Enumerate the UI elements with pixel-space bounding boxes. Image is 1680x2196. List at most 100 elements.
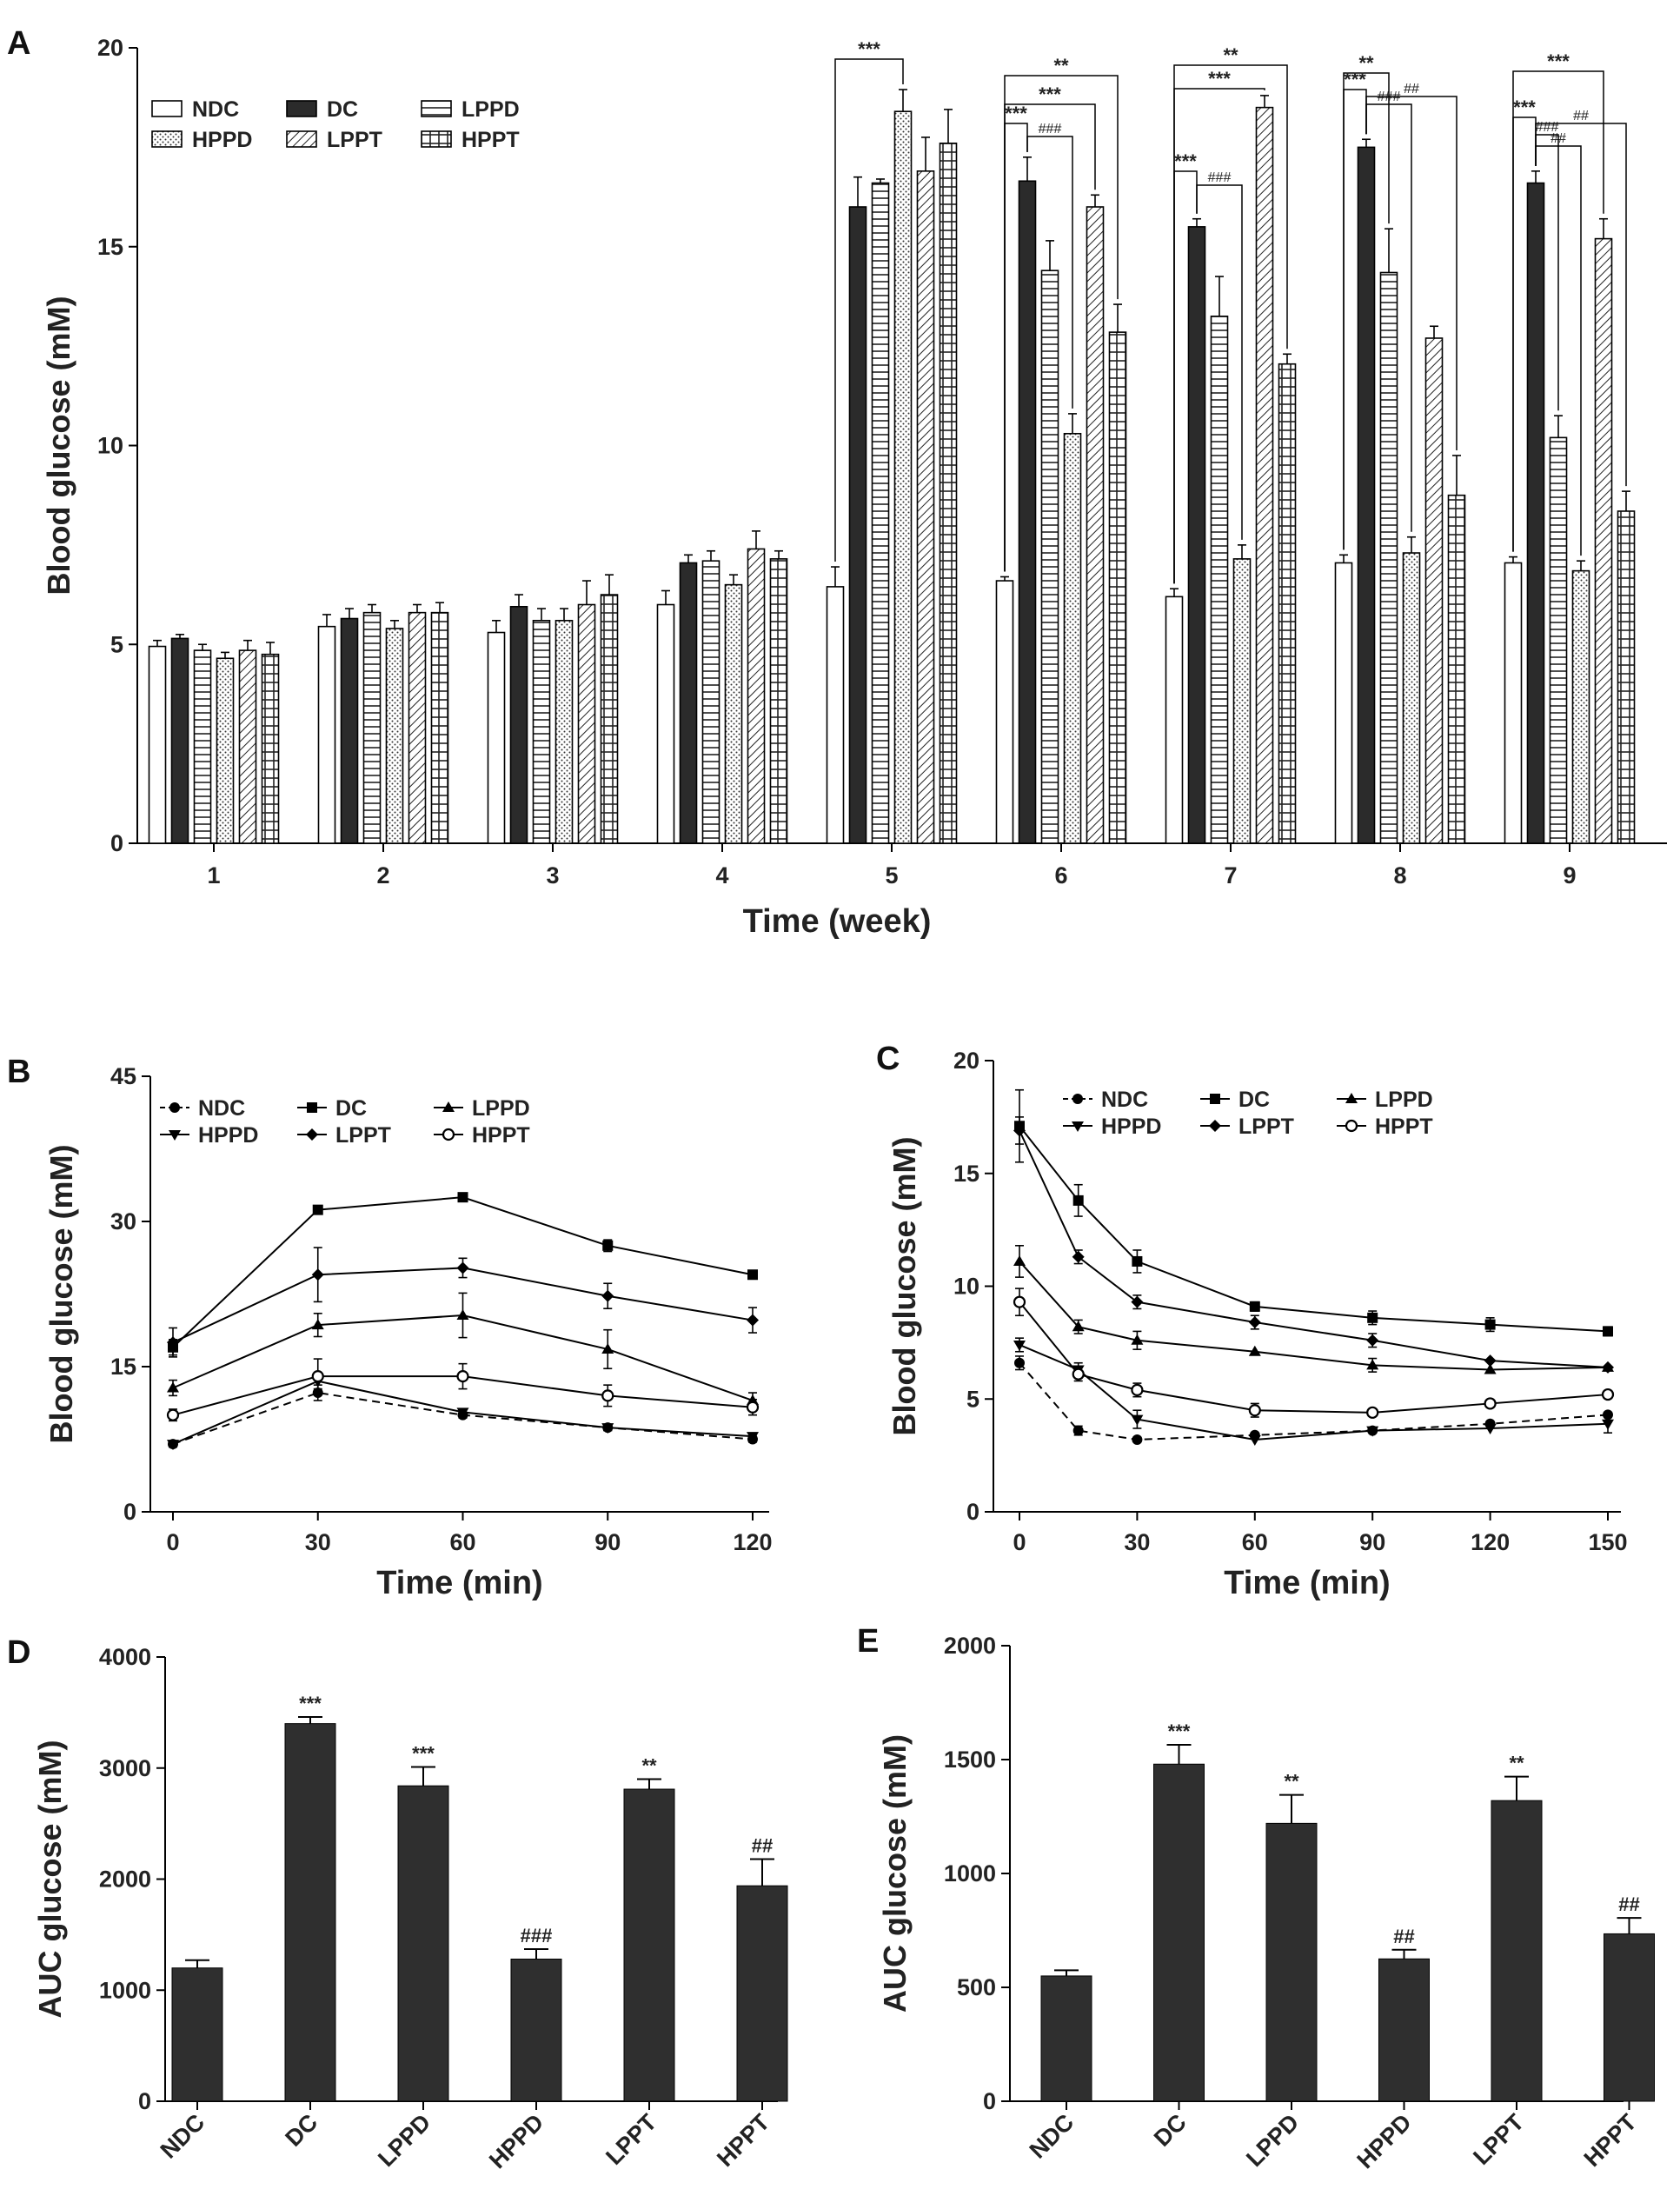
bar-ndc-week-7	[1165, 596, 1184, 844]
bar-hppt-week-6	[1108, 331, 1127, 844]
significance-label: **	[1053, 55, 1069, 77]
legend-entry-lppd	[1337, 1093, 1366, 1103]
marker-circle	[1072, 1425, 1084, 1436]
x-tick-label: 4	[715, 862, 728, 888]
x-tick-label: 30	[1124, 1529, 1150, 1555]
marker-square	[457, 1192, 468, 1203]
marker-triangle-up	[1248, 1345, 1261, 1356]
legend-label-lppt: LPPT	[1238, 1115, 1294, 1139]
significance-bracket	[1365, 96, 1458, 450]
x-tick-label: 60	[1242, 1529, 1268, 1555]
x-tick-label: HPPD	[1351, 2109, 1416, 2173]
marker-diamond	[747, 1314, 759, 1327]
bar-ndc-week-9	[1504, 562, 1523, 844]
x-tick-label: 90	[1359, 1529, 1385, 1555]
significance-label: ***	[1208, 68, 1231, 90]
bar-lppt-week-7	[1255, 106, 1274, 844]
bar-hppt-week-4	[769, 558, 788, 844]
series-lppd	[167, 1292, 759, 1409]
bracket-line	[1196, 184, 1243, 540]
significance-label: ###	[521, 1925, 553, 1946]
marker-square	[602, 1240, 614, 1251]
x-tick-label: 5	[885, 862, 898, 888]
bar-dc-week-8	[1357, 146, 1376, 844]
legend-label-hppt: HPPT	[472, 1123, 530, 1148]
bar-lppd-week-6	[1040, 270, 1059, 844]
marker-triangle-up	[1131, 1334, 1144, 1345]
bar-lppd-week-5	[871, 182, 890, 844]
bar-hppt-week-3	[600, 594, 619, 844]
bar-hppt	[736, 1885, 788, 2102]
marker-triangle-down	[456, 1407, 469, 1419]
significance-label: ***	[858, 38, 880, 60]
marker-square	[1603, 1326, 1613, 1337]
y-tick-label: 3000	[99, 1755, 151, 1781]
bar-lppd-week-3	[532, 619, 551, 844]
marker-diamond	[1209, 1120, 1221, 1132]
significance-label: ***	[1039, 83, 1061, 105]
y-tick-label: 20	[97, 35, 123, 61]
bar-hppd	[510, 1958, 562, 2102]
legend-label-hppd: HPPD	[192, 128, 252, 152]
significance-label: ###	[1039, 122, 1062, 136]
legend-label-hppd: HPPD	[198, 1123, 258, 1148]
bar-lppd-week-4	[701, 560, 720, 844]
bar-hppd-week-4	[724, 583, 743, 844]
y-axis-title: AUC glucose (mM)	[877, 1734, 913, 2013]
legend-label-lppt: LPPT	[335, 1123, 391, 1148]
legend-label-lppd: LPPD	[462, 97, 520, 122]
bar-hppt-week-1	[261, 653, 280, 844]
x-tick-label: DC	[1149, 2109, 1192, 2152]
bar-lppd-week-1	[193, 649, 212, 844]
bar-dc-week-1	[170, 637, 189, 844]
significance-label: ***	[412, 1742, 435, 1764]
y-tick-label: 15	[953, 1161, 979, 1187]
bar-ndc-week-6	[995, 580, 1014, 844]
series-lppt	[1013, 1116, 1614, 1374]
y-tick-label: 2000	[99, 1867, 151, 1893]
significance-label: **	[641, 1755, 657, 1777]
legend-entry-dc	[297, 1102, 327, 1113]
significance-label: ##	[1404, 82, 1419, 96]
x-tick-label: 30	[305, 1529, 331, 1555]
bracket-line	[1535, 123, 1627, 487]
legend-entry-hppt	[434, 1128, 463, 1141]
bar-dc-week-4	[679, 562, 698, 844]
y-tick-label: 1000	[99, 1977, 151, 2003]
x-tick-label: 120	[733, 1529, 772, 1555]
series-hppt	[166, 1358, 760, 1422]
bracket-line	[1026, 136, 1073, 409]
y-tick-label: 0	[138, 2088, 151, 2114]
marker-triangle-down	[601, 1423, 614, 1434]
bar-hppd	[1378, 1958, 1430, 2102]
bar-lppd	[397, 1785, 449, 2102]
x-tick-label: LPPD	[1241, 2109, 1304, 2172]
bar-hppd-week-2	[385, 628, 404, 844]
marker-open-circle	[601, 1389, 614, 1402]
x-tick-label: HPPD	[484, 2109, 548, 2173]
series-line-hppt	[1019, 1301, 1609, 1414]
marker-diamond	[1072, 1250, 1085, 1263]
bar-lppt-week-3	[577, 603, 596, 844]
marker-triangle-down	[747, 1432, 759, 1443]
marker-diamond	[1484, 1354, 1497, 1368]
significance-bracket	[834, 58, 904, 562]
bar-hppt	[1604, 1933, 1655, 2102]
marker-diamond	[167, 1336, 179, 1349]
x-axis-title: Time (week)	[743, 903, 932, 940]
x-tick-label: HPPT	[1579, 2109, 1642, 2172]
legend-swatch-ndc	[151, 100, 183, 117]
x-tick-label: 8	[1393, 862, 1406, 888]
legend-label-hppt: HPPT	[462, 128, 520, 152]
bar-hppt-week-8	[1447, 494, 1466, 844]
marker-triangle-down	[1366, 1426, 1379, 1437]
marker-open-circle	[1484, 1397, 1497, 1410]
marker-square	[747, 1269, 758, 1281]
legend-label-dc: DC	[1238, 1088, 1270, 1112]
series-line-dc	[1019, 1125, 1609, 1333]
legend-swatch-hppd	[151, 130, 183, 148]
bar-hppd-week-8	[1402, 552, 1421, 844]
legend-label-lppt: LPPT	[327, 128, 382, 152]
marker-diamond	[1366, 1334, 1379, 1347]
panel-label-e: E	[857, 1623, 879, 1660]
